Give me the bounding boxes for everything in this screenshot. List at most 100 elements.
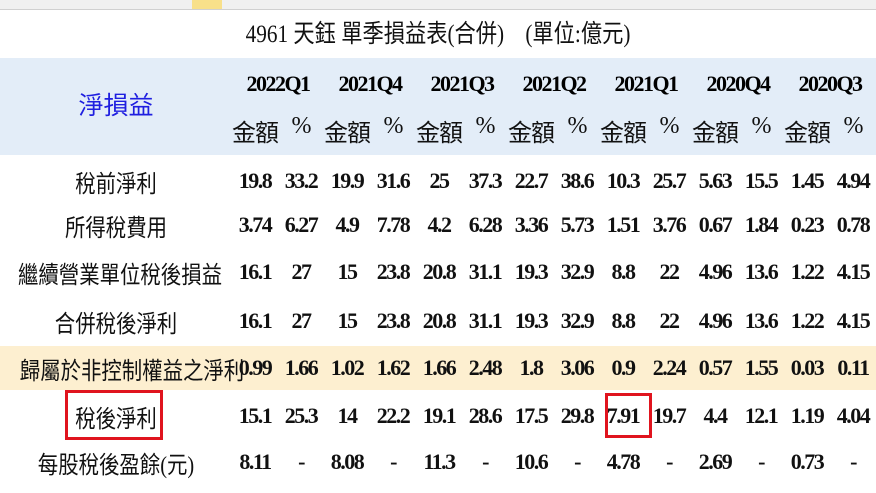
amount-cell[interactable]: 0.99 bbox=[238, 355, 273, 380]
percent-cell[interactable]: 12.1 bbox=[744, 403, 779, 428]
amount-cell[interactable]: 1.8 bbox=[519, 355, 545, 380]
percent-cell[interactable]: 0.78 bbox=[836, 212, 871, 237]
amount-cell[interactable]: 1.19 bbox=[790, 403, 825, 428]
amount-cell[interactable]: 1.02 bbox=[330, 355, 365, 380]
amount-cell[interactable]: 0.9 bbox=[611, 355, 637, 380]
percent-cell[interactable]: 4.04 bbox=[836, 403, 871, 428]
amount-cell[interactable]: 15 bbox=[337, 259, 359, 284]
amount-cell[interactable]: 25 bbox=[429, 168, 451, 193]
percent-cell[interactable]: 0.11 bbox=[837, 355, 870, 380]
percent-cell[interactable]: - bbox=[298, 449, 305, 474]
percent-cell[interactable]: 4.94 bbox=[836, 168, 871, 193]
percent-cell[interactable]: 15.5 bbox=[744, 168, 779, 193]
amount-cell[interactable]: 0.73 bbox=[790, 449, 825, 474]
amount-cell[interactable]: 10.6 bbox=[514, 449, 549, 474]
percent-cell[interactable]: 3.76 bbox=[652, 212, 687, 237]
percent-cell[interactable]: 1.55 bbox=[744, 355, 779, 380]
percent-cell[interactable]: 6.28 bbox=[468, 212, 503, 237]
percent-cell[interactable]: 31.6 bbox=[376, 168, 411, 193]
percent-cell[interactable]: 1.62 bbox=[376, 355, 411, 380]
amount-cell[interactable]: 16.1 bbox=[238, 308, 273, 333]
amount-cell[interactable]: 8.08 bbox=[330, 449, 365, 474]
percent-cell[interactable]: 1.84 bbox=[744, 212, 779, 237]
amount-cell[interactable]: 19.3 bbox=[514, 259, 549, 284]
percent-cell[interactable]: 37.3 bbox=[468, 168, 503, 193]
amount-cell[interactable]: 4.96 bbox=[698, 259, 733, 284]
percent-cell[interactable]: - bbox=[666, 449, 673, 474]
percent-cell[interactable]: 6.27 bbox=[284, 212, 319, 237]
amount-cell[interactable]: 19.8 bbox=[238, 168, 273, 193]
percent-cell[interactable]: 7.78 bbox=[376, 212, 411, 237]
percent-cell[interactable]: 5.73 bbox=[560, 212, 595, 237]
percent-cell[interactable]: 29.8 bbox=[560, 403, 595, 428]
percent-cell[interactable]: 27 bbox=[291, 259, 313, 284]
amount-cell[interactable]: 14 bbox=[337, 403, 359, 428]
percent-cell[interactable]: 19.7 bbox=[652, 403, 687, 428]
percent-cell[interactable]: 4.15 bbox=[836, 259, 871, 284]
percent-cell[interactable]: 4.15 bbox=[836, 308, 871, 333]
amount-cell[interactable]: 19.1 bbox=[422, 403, 457, 428]
amount-cell[interactable]: 1.51 bbox=[606, 212, 641, 237]
percent-cell[interactable]: - bbox=[390, 449, 397, 474]
amount-cell[interactable]: 0.67 bbox=[698, 212, 733, 237]
amount-cell[interactable]: 0.57 bbox=[698, 355, 733, 380]
percent-cell[interactable]: 13.6 bbox=[744, 259, 779, 284]
amount-cell[interactable]: 10.3 bbox=[606, 168, 641, 193]
amount-cell[interactable]: 15 bbox=[337, 308, 359, 333]
percent-cell[interactable]: 23.8 bbox=[376, 308, 411, 333]
amount-cell[interactable]: 11.3 bbox=[423, 449, 456, 474]
amount-cell[interactable]: 1.22 bbox=[790, 308, 825, 333]
percent-cell[interactable]: 22 bbox=[659, 259, 681, 284]
amount-cell[interactable]: 7.91 bbox=[606, 403, 641, 428]
percent-cell[interactable]: - bbox=[482, 449, 489, 474]
percent-cell[interactable]: 13.6 bbox=[744, 308, 779, 333]
amount-cell[interactable]: 8.8 bbox=[611, 308, 637, 333]
percent-cell[interactable]: 23.8 bbox=[376, 259, 411, 284]
amount-cell[interactable]: 20.8 bbox=[422, 259, 457, 284]
amount-cell[interactable]: 17.5 bbox=[514, 403, 549, 428]
percent-cell[interactable]: 32.9 bbox=[560, 308, 595, 333]
amount-cell[interactable]: 2.69 bbox=[698, 449, 733, 474]
amount-cell[interactable]: 16.1 bbox=[238, 259, 273, 284]
amount-cell[interactable]: 4.9 bbox=[335, 212, 361, 237]
percent-cell[interactable]: 3.06 bbox=[560, 355, 595, 380]
amount-cell[interactable]: 0.23 bbox=[790, 212, 825, 237]
amount-cell[interactable]: 3.74 bbox=[238, 212, 273, 237]
amount-cell[interactable]: 1.66 bbox=[422, 355, 457, 380]
percent-cell[interactable]: 33.2 bbox=[284, 168, 319, 193]
percent-cell[interactable]: 32.9 bbox=[560, 259, 595, 284]
percent-cell[interactable]: 38.6 bbox=[560, 168, 595, 193]
percent-cell[interactable]: 1.66 bbox=[284, 355, 319, 380]
amount-cell[interactable]: 15.1 bbox=[238, 403, 273, 428]
percent-cell[interactable]: 2.48 bbox=[468, 355, 503, 380]
amount-cell[interactable]: 19.9 bbox=[330, 168, 365, 193]
percent-cell[interactable]: 28.6 bbox=[468, 403, 503, 428]
amount-cell[interactable]: 4.78 bbox=[606, 449, 641, 474]
percent-cell[interactable]: 22.2 bbox=[376, 403, 411, 428]
percent-cell[interactable]: 2.24 bbox=[652, 355, 687, 380]
amount-cell[interactable]: 1.22 bbox=[790, 259, 825, 284]
selected-column-header[interactable] bbox=[192, 0, 222, 9]
percent-cell[interactable]: 31.1 bbox=[468, 308, 503, 333]
amount-cell[interactable]: 8.8 bbox=[611, 259, 637, 284]
percent-cell[interactable]: 27 bbox=[291, 308, 313, 333]
amount-cell[interactable]: 0.03 bbox=[790, 355, 825, 380]
amount-cell[interactable]: 8.11 bbox=[239, 449, 272, 474]
spreadsheet-column-header[interactable] bbox=[0, 0, 876, 10]
percent-cell[interactable]: 25.3 bbox=[284, 403, 319, 428]
percent-cell[interactable]: 22 bbox=[659, 308, 681, 333]
amount-cell[interactable]: 5.63 bbox=[698, 168, 733, 193]
percent-cell[interactable]: - bbox=[758, 449, 765, 474]
amount-cell[interactable]: 22.7 bbox=[514, 168, 549, 193]
amount-cell[interactable]: 3.36 bbox=[514, 212, 549, 237]
percent-cell[interactable]: - bbox=[850, 449, 857, 474]
amount-cell[interactable]: 19.3 bbox=[514, 308, 549, 333]
amount-cell[interactable]: 4.96 bbox=[698, 308, 733, 333]
amount-cell[interactable]: 4.2 bbox=[427, 212, 453, 237]
percent-cell[interactable]: 31.1 bbox=[468, 259, 503, 284]
amount-cell[interactable]: 20.8 bbox=[422, 308, 457, 333]
amount-cell[interactable]: 4.4 bbox=[703, 403, 729, 428]
amount-cell[interactable]: 1.45 bbox=[790, 168, 825, 193]
percent-cell[interactable]: - bbox=[574, 449, 581, 474]
percent-cell[interactable]: 25.7 bbox=[652, 168, 687, 193]
